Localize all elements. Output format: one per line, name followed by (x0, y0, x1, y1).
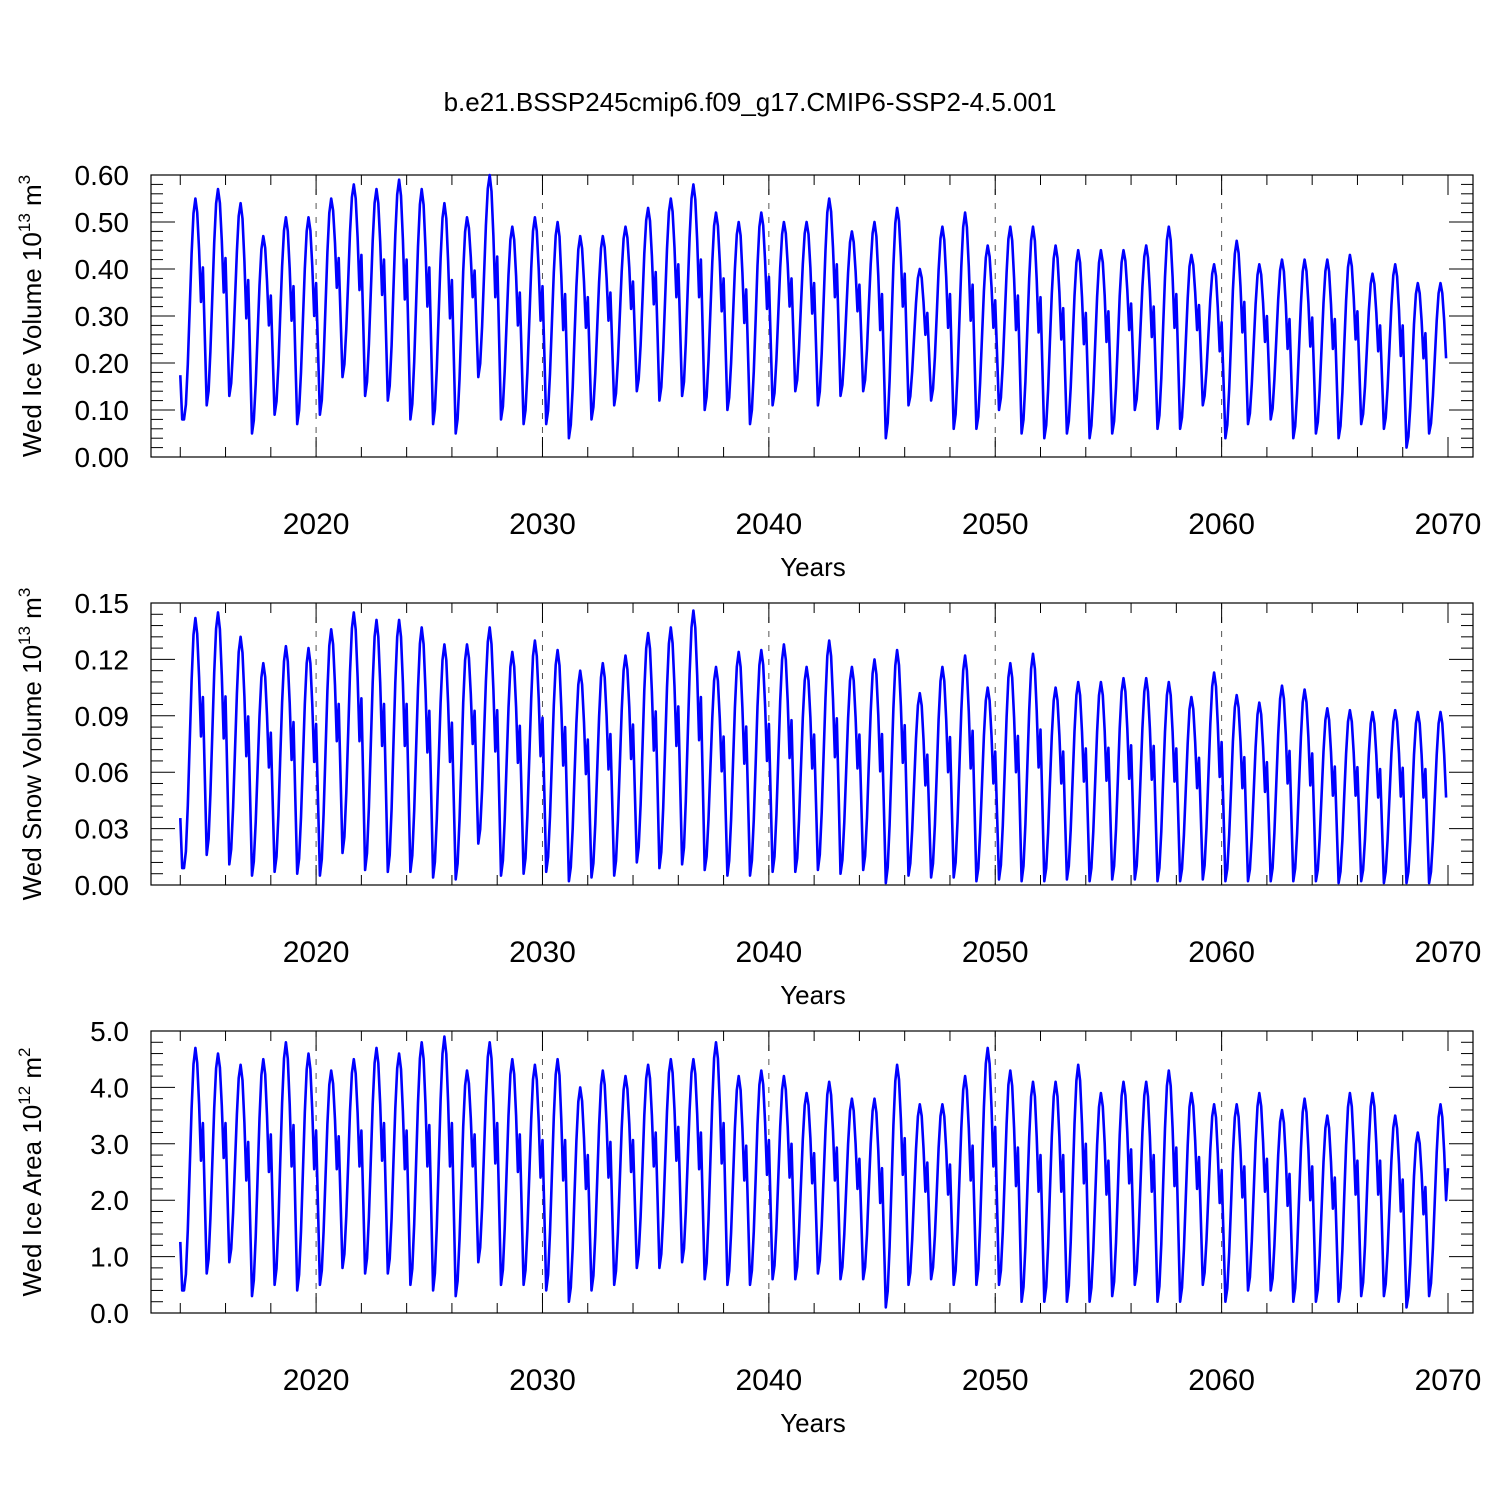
snow-volume-series-line (179, 609, 1448, 885)
x-tick-label: 2020 (283, 936, 350, 969)
y-tick-label: 2.0 (90, 1185, 129, 1216)
y-tick-label: 0.20 (75, 348, 130, 379)
y-tick-label: 0.30 (75, 301, 130, 332)
x-tick-label: 2050 (962, 936, 1029, 969)
x-tick-label: 2020 (283, 1364, 350, 1397)
x-tick-label: 2060 (1188, 936, 1255, 969)
y-axis-label: Wed Ice Area 1012 m2 (15, 1047, 47, 1296)
x-tick-label: 2040 (735, 1364, 802, 1397)
y-tick-label: 0.60 (75, 160, 130, 191)
x-axis-label: Years (780, 552, 846, 582)
x-tick-label: 2030 (509, 1364, 576, 1397)
ice-volume-frame (150, 174, 1474, 458)
snow-volume-panel: 0.00 0.03 0.06 0.09 0.12 0.15 2020 2030 2040 2050… (15, 588, 1481, 1010)
x-tick-label: 2060 (1188, 508, 1255, 541)
y-tick-label: 0.15 (75, 588, 130, 619)
y-tick-label: 0.00 (75, 870, 130, 901)
y-tick-label: 0.12 (75, 644, 130, 675)
x-tick-label: 2070 (1415, 1364, 1482, 1397)
x-tick-label: 2060 (1188, 1364, 1255, 1397)
y-tick-label: 0.10 (75, 395, 130, 426)
y-axis-label: Wed Ice Volume 1013 m3 (15, 175, 47, 457)
y-axis-label: Wed Snow Volume 1013 m3 (15, 588, 47, 901)
snow-volume-frame (150, 602, 1474, 886)
y-tick-label: 0.00 (75, 442, 130, 473)
ice-area-series-line (179, 1035, 1450, 1309)
x-tick-label: 2030 (509, 508, 576, 541)
y-tick-label: 0.06 (75, 757, 130, 788)
y-tick-label: 0.03 (75, 814, 130, 845)
x-tick-label: 2020 (283, 508, 350, 541)
x-tick-label: 2040 (735, 508, 802, 541)
ice-area-frame (150, 1030, 1474, 1314)
y-tick-label: 0.40 (75, 254, 130, 285)
x-tick-label: 2050 (962, 508, 1029, 541)
ice-volume-series-line (179, 173, 1448, 449)
y-tick-label: 3.0 (90, 1129, 129, 1160)
x-tick-label: 2070 (1415, 936, 1482, 969)
x-tick-label: 2070 (1415, 508, 1482, 541)
y-tick-label: 0.0 (90, 1298, 129, 1329)
x-tick-label: 2040 (735, 936, 802, 969)
y-tick-label: 0.50 (75, 207, 130, 238)
x-tick-label: 2030 (509, 936, 576, 969)
x-axis-label: Years (780, 980, 846, 1010)
ice-volume-panel: 0.00 0.10 0.20 0.30 0.40 0.50 0.60 2020 2030 2040… (15, 160, 1481, 582)
y-tick-label: 1.0 (90, 1242, 129, 1273)
x-tick-label: 2050 (962, 1364, 1029, 1397)
ice-area-panel: 0.0 1.0 2.0 3.0 4.0 5.0 2020 2030 2040 2050 2060 20… (15, 1016, 1481, 1438)
y-tick-label: 4.0 (90, 1072, 129, 1103)
y-tick-label: 0.09 (75, 701, 130, 732)
x-axis-label: Years (780, 1408, 846, 1438)
figure-title: b.e21.BSSP245cmip6.f09_g17.CMIP6-SSP2-4.… (444, 87, 1057, 117)
y-tick-label: 5.0 (90, 1016, 129, 1047)
